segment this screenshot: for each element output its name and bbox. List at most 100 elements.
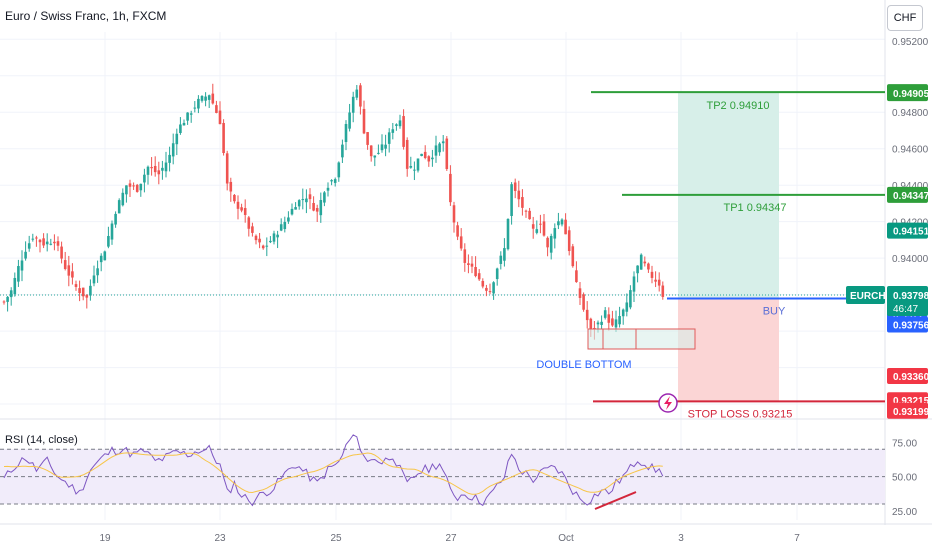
candle-body [323,192,326,203]
candle-body [524,210,528,212]
double-bottom-label: DOUBLE BOTTOM [536,359,631,371]
candle-body [164,162,168,172]
candle-body [463,249,467,263]
candle-body [333,179,337,183]
candle-body [161,167,164,171]
stop-loss-zone [678,298,779,402]
time-tick-label: 27 [445,533,457,544]
symbol-tag-label: EURCHF [850,291,892,302]
candle-body [251,226,254,233]
candle-body [387,132,391,144]
candle-body [459,236,463,249]
candle-body [45,241,49,245]
candle-body [585,309,589,321]
candle-body [319,200,323,216]
candle-body [542,221,546,236]
candle-body [427,156,431,162]
candle-body [297,200,301,207]
candle-body [636,265,639,274]
candle-body [625,302,629,312]
candle-body [564,219,567,235]
candle-body [611,318,614,326]
candle-body [294,207,297,210]
candle-body [416,158,420,171]
price-tag-label: 0.94151 [893,227,930,238]
candle-body [423,151,427,159]
price-tag-label: 0.93360 [893,372,930,383]
candle-body [42,238,45,246]
candle-body [272,233,276,242]
candle-body [369,145,373,157]
candle-body [240,207,243,211]
candle-body [539,223,542,225]
candle-body [60,246,63,259]
time-tick-label: 25 [330,533,342,544]
time-tick-label: 3 [678,533,684,544]
candle-body [510,184,513,216]
candle-body [139,183,143,191]
rsi-title: RSI (14, close) [5,434,78,446]
time-tick-label: 7 [794,533,800,544]
candle-body [225,153,229,184]
candle-body [38,239,42,243]
price-tick-label: 0.94600 [892,145,929,156]
candle-body [643,261,647,264]
candle-body [366,132,369,145]
candle-body [153,165,157,173]
candle-body [103,251,107,261]
candle-body [351,96,355,113]
candle-body [78,288,81,294]
price-tag-label: 0.93215 [893,396,930,407]
candle-body [571,246,575,267]
candle-body [6,296,9,302]
candle-body [279,224,283,231]
candle-body [74,284,78,287]
candle-body [247,217,251,229]
candle-body [467,263,470,265]
candle-body [107,235,110,247]
candle-body [362,108,366,134]
candle-body [81,287,85,297]
candle-body [470,263,474,267]
candle-body [344,123,348,142]
candle-body [135,184,139,192]
candle-body [474,266,477,277]
candle-body [477,273,481,280]
candle-body [35,237,38,239]
price-tag-label: 0.94905 [893,89,930,100]
candle-body [308,194,312,200]
candle-body [71,271,74,278]
candle-body [128,183,132,187]
stop-loss-label: STOP LOSS 0.93215 [688,408,793,420]
candle-body [182,122,186,126]
candle-body [398,120,402,127]
candle-body [373,155,377,158]
candle-body [207,95,211,100]
time-tick-label: 19 [99,533,111,544]
candle-body [326,187,330,191]
time-tick-label: Oct [558,533,574,544]
candle-body [315,208,319,212]
countdown-label: 46:47 [893,304,918,315]
candle-body [600,321,603,325]
candle-body [359,85,362,107]
candle-body [395,124,398,126]
candle-body [204,96,207,101]
candle-body [31,238,35,240]
candle-body [258,238,261,243]
current-price-label: 0.93798 [893,291,930,302]
candle-body [330,180,333,182]
candle-body [456,225,459,237]
candle-body [261,245,265,249]
candle-body [654,279,657,282]
candle-body [621,309,625,317]
candle-body [629,290,632,308]
double-bottom-box [587,328,696,350]
candle-body [596,322,600,325]
candle-body [233,194,236,202]
candle-body [218,110,222,125]
candle-body [254,235,258,241]
currency-button[interactable]: CHF [887,5,923,31]
candles [2,83,665,340]
